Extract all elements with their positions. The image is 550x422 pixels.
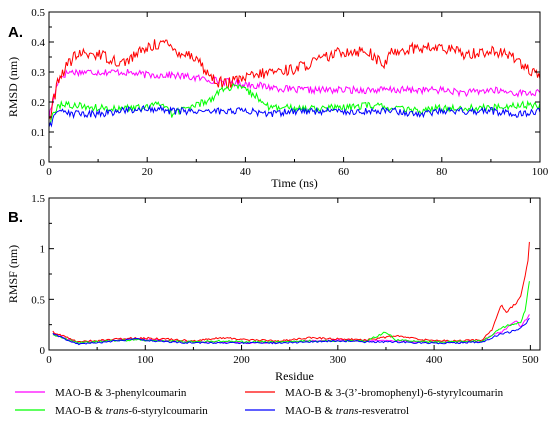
panel-label: A. — [8, 24, 23, 41]
x-tick-label: 500 — [522, 354, 539, 366]
x-tick-label: 80 — [436, 166, 448, 178]
x-tick-label: 100 — [137, 354, 154, 366]
x-tick-label: 100 — [532, 166, 549, 178]
x-tick-label: 400 — [426, 354, 443, 366]
x-tick-label: 200 — [233, 354, 250, 366]
y-tick-label: 0 — [40, 345, 46, 357]
y-tick-label: 1.5 — [31, 193, 45, 205]
y-tick-label: 0.5 — [31, 7, 45, 19]
x-tick-label: 0 — [46, 166, 52, 178]
legend-entry: MAO-B & 3-phenylcoumarin — [55, 387, 187, 399]
plot-frame — [48, 197, 541, 351]
series-line — [48, 83, 541, 125]
rmsf-panel: 0 100 200 300 400 500 0 0.5 1 1.5 Residue RMSF (nm)… — [6, 193, 541, 383]
series-line — [52, 241, 530, 343]
legend: MAO-B & 3-phenylcoumarin MAO-B & 3-(3’-br… — [15, 387, 504, 417]
y-tick-label: 0 — [40, 157, 46, 169]
x-tick-label: 20 — [142, 166, 154, 178]
y-tick-label: 0.2 — [31, 97, 45, 109]
y-tick-label: 1 — [40, 244, 46, 256]
x-tick-label: 60 — [338, 166, 350, 178]
series-line — [52, 281, 530, 344]
series-line — [48, 68, 541, 119]
series-line — [48, 104, 541, 128]
x-tick-label: 0 — [46, 354, 52, 366]
legend-entry: MAO-B & 3-(3’-bromophenyl)-6-styrylcouma… — [285, 387, 504, 399]
y-axis-label: RMSD (nm) — [6, 57, 20, 117]
x-axis-label: Residue — [275, 369, 314, 383]
y-tick-label: 0.1 — [31, 127, 45, 139]
legend-entry: MAO-B & trans-6-styrylcoumarin — [55, 405, 208, 417]
x-tick-label: 40 — [240, 166, 252, 178]
x-axis-label: Time (ns) — [271, 176, 318, 190]
x-tick-label: 300 — [330, 354, 347, 366]
rmsd-panel: 0 20 40 60 80 100 0 0.1 0.2 0.3 0.4 0.5 Time (ns) RMS… — [6, 7, 549, 190]
series-line — [48, 39, 541, 121]
series-line — [52, 317, 530, 346]
panel-label: B. — [8, 209, 23, 226]
y-tick-label: 0.5 — [31, 294, 45, 306]
y-axis-label: RMSF (nm) — [6, 245, 20, 303]
legend-entry: MAO-B & trans-resveratrol — [285, 405, 409, 417]
y-tick-label: 0.4 — [31, 37, 45, 49]
y-tick-label: 0.3 — [31, 67, 45, 79]
plot-frame — [48, 11, 541, 163]
